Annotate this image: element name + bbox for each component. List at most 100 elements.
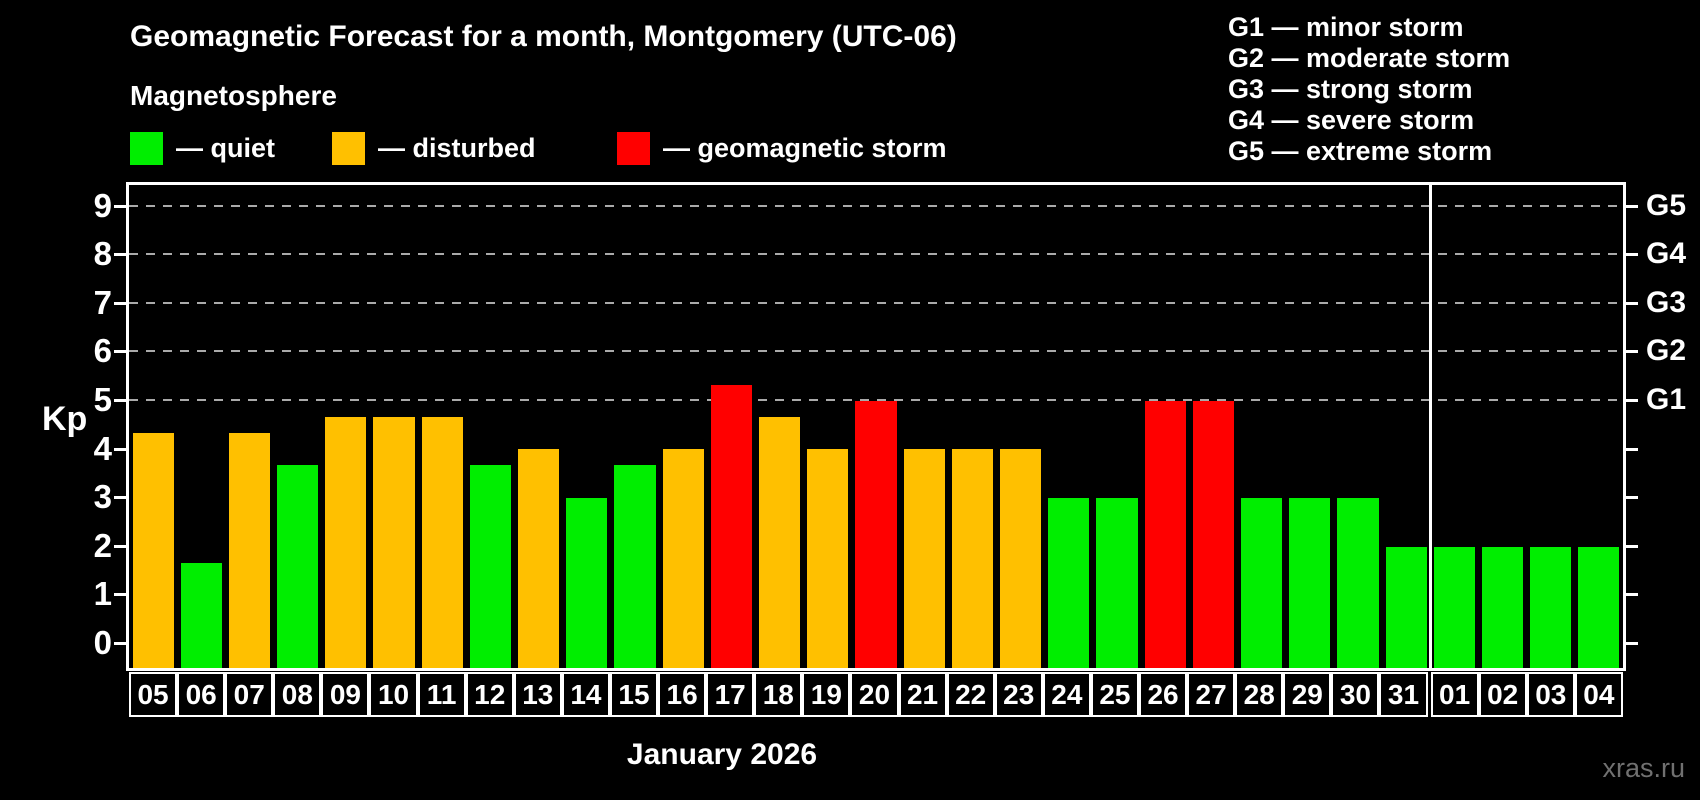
kp-bar-day-25 <box>1096 497 1138 668</box>
right-tick-5 <box>1626 399 1638 402</box>
day-label-07: 07 <box>225 672 274 717</box>
gridline-5 <box>129 399 1623 401</box>
right-tick-0 <box>1626 642 1638 645</box>
kp-bar-day-29 <box>1289 497 1331 668</box>
right-tick-4 <box>1626 447 1638 451</box>
day-label-05: 05 <box>129 672 178 717</box>
right-tick-6 <box>1626 350 1638 354</box>
kp-bar-day-28 <box>1240 497 1283 668</box>
y-tick-label-1: 1 <box>93 575 112 613</box>
kp-bar-day-04 <box>1578 546 1620 668</box>
day-label-11: 11 <box>417 672 466 717</box>
day-label-02: 02 <box>1478 672 1527 717</box>
kp-bar-day-12 <box>469 465 512 668</box>
quiet-swatch-icon <box>130 131 163 165</box>
legend-label: — disturbed <box>378 132 536 163</box>
y-axis-title: Kp <box>42 400 88 438</box>
day-label-26: 26 <box>1138 672 1188 717</box>
g-legend-line: G2 — moderate storm <box>1228 43 1511 73</box>
day-label-08: 08 <box>273 672 322 717</box>
kp-bar-day-01 <box>1433 546 1475 668</box>
kp-bar-day-26 <box>1144 400 1186 668</box>
g-legend-line: G5 — extreme storm <box>1228 136 1493 166</box>
g-level-label-G2: G2 <box>1646 334 1687 368</box>
kp-bar-day-18 <box>759 416 801 668</box>
kp-bar-day-27 <box>1192 400 1234 668</box>
day-label-01: 01 <box>1430 672 1479 717</box>
day-label-20: 20 <box>850 672 899 717</box>
g-scale-legend: G1 — minor storm G2 — moderate storm G3 — … <box>1228 12 1510 167</box>
y-tick-label-8: 8 <box>93 235 112 273</box>
y-tick-label-6: 6 <box>93 332 112 370</box>
kp-bar-day-19 <box>807 449 849 668</box>
g-level-label-G1: G1 <box>1646 383 1687 416</box>
watermark: xras.ru <box>1602 753 1685 783</box>
legend-label: — quiet <box>176 132 275 163</box>
gridline-6 <box>129 350 1623 353</box>
right-tick-1 <box>1626 593 1638 597</box>
g-level-label-G5: G5 <box>1646 188 1687 222</box>
plot-area <box>126 182 1626 671</box>
chart-title: Geomagnetic Forecast for a month, Montgo… <box>130 20 957 53</box>
month-boundary-line <box>1428 185 1432 668</box>
y-tick-label-2: 2 <box>93 526 112 564</box>
legend-label: — geomagnetic storm <box>663 132 947 163</box>
legend-item-quiet: — quiet <box>130 130 275 166</box>
day-label-04: 04 <box>1574 672 1623 717</box>
kp-bar-day-07 <box>228 433 271 668</box>
kp-bar-day-24 <box>1048 497 1090 668</box>
kp-bar-day-30 <box>1337 497 1379 668</box>
day-label-22: 22 <box>946 672 995 717</box>
day-label-21: 21 <box>898 672 947 717</box>
day-label-19: 19 <box>802 672 851 717</box>
kp-bar-day-31 <box>1385 546 1427 668</box>
kp-bar-day-06 <box>180 562 222 668</box>
right-tick-8 <box>1626 253 1638 257</box>
kp-bar-day-08 <box>277 465 319 668</box>
y-tick-1 <box>114 593 126 597</box>
kp-bar-day-02 <box>1481 546 1524 668</box>
y-tick-label-3: 3 <box>93 478 112 516</box>
day-label-23: 23 <box>994 672 1043 717</box>
y-tick-8 <box>114 253 126 257</box>
y-tick-0 <box>114 642 126 645</box>
day-label-row: 05 06 07 08 09 10 11 12 13 14 15 16 17 18 19 20 21 22 23 24… <box>129 672 1623 717</box>
kp-bar-day-14 <box>566 497 608 668</box>
day-label-16: 16 <box>658 672 707 717</box>
y-tick-3 <box>114 496 126 500</box>
y-tick-label-4: 4 <box>93 429 112 467</box>
day-label-09: 09 <box>321 672 370 717</box>
day-label-13: 13 <box>513 672 562 717</box>
y-tick-label-7: 7 <box>93 283 112 321</box>
day-label-15: 15 <box>609 672 659 717</box>
legend-item-storm: — geomagnetic storm <box>617 130 947 166</box>
kp-bar-day-10 <box>373 416 415 668</box>
y-tick-label-9: 9 <box>93 186 112 224</box>
y-tick-9 <box>114 204 126 208</box>
kp-bar-day-09 <box>325 416 367 668</box>
kp-bar-day-03 <box>1530 546 1572 668</box>
kp-bar-day-11 <box>421 416 463 668</box>
day-label-18: 18 <box>754 672 803 717</box>
g-legend-line: G3 — strong storm <box>1228 74 1473 104</box>
g-level-label-G4: G4 <box>1646 237 1687 271</box>
day-label-30: 30 <box>1331 672 1380 717</box>
y-tick-5 <box>114 399 126 402</box>
kp-bar-day-22 <box>951 449 993 668</box>
day-label-17: 17 <box>706 672 755 717</box>
month-label: January 2026 <box>626 738 818 771</box>
y-tick-6 <box>114 350 126 354</box>
day-label-10: 10 <box>369 672 418 717</box>
right-tick-7 <box>1626 301 1638 305</box>
g-legend-line: G1 — minor storm <box>1228 12 1464 42</box>
kp-bar-day-23 <box>999 449 1042 668</box>
kp-bar-day-17 <box>710 384 752 668</box>
storm-swatch-icon <box>617 131 650 165</box>
disturbed-swatch-icon <box>332 131 365 165</box>
day-label-14: 14 <box>561 672 610 717</box>
day-label-25: 25 <box>1090 672 1139 717</box>
gridline-9 <box>129 204 1623 207</box>
day-label-24: 24 <box>1042 672 1091 717</box>
day-label-27: 27 <box>1187 672 1236 717</box>
